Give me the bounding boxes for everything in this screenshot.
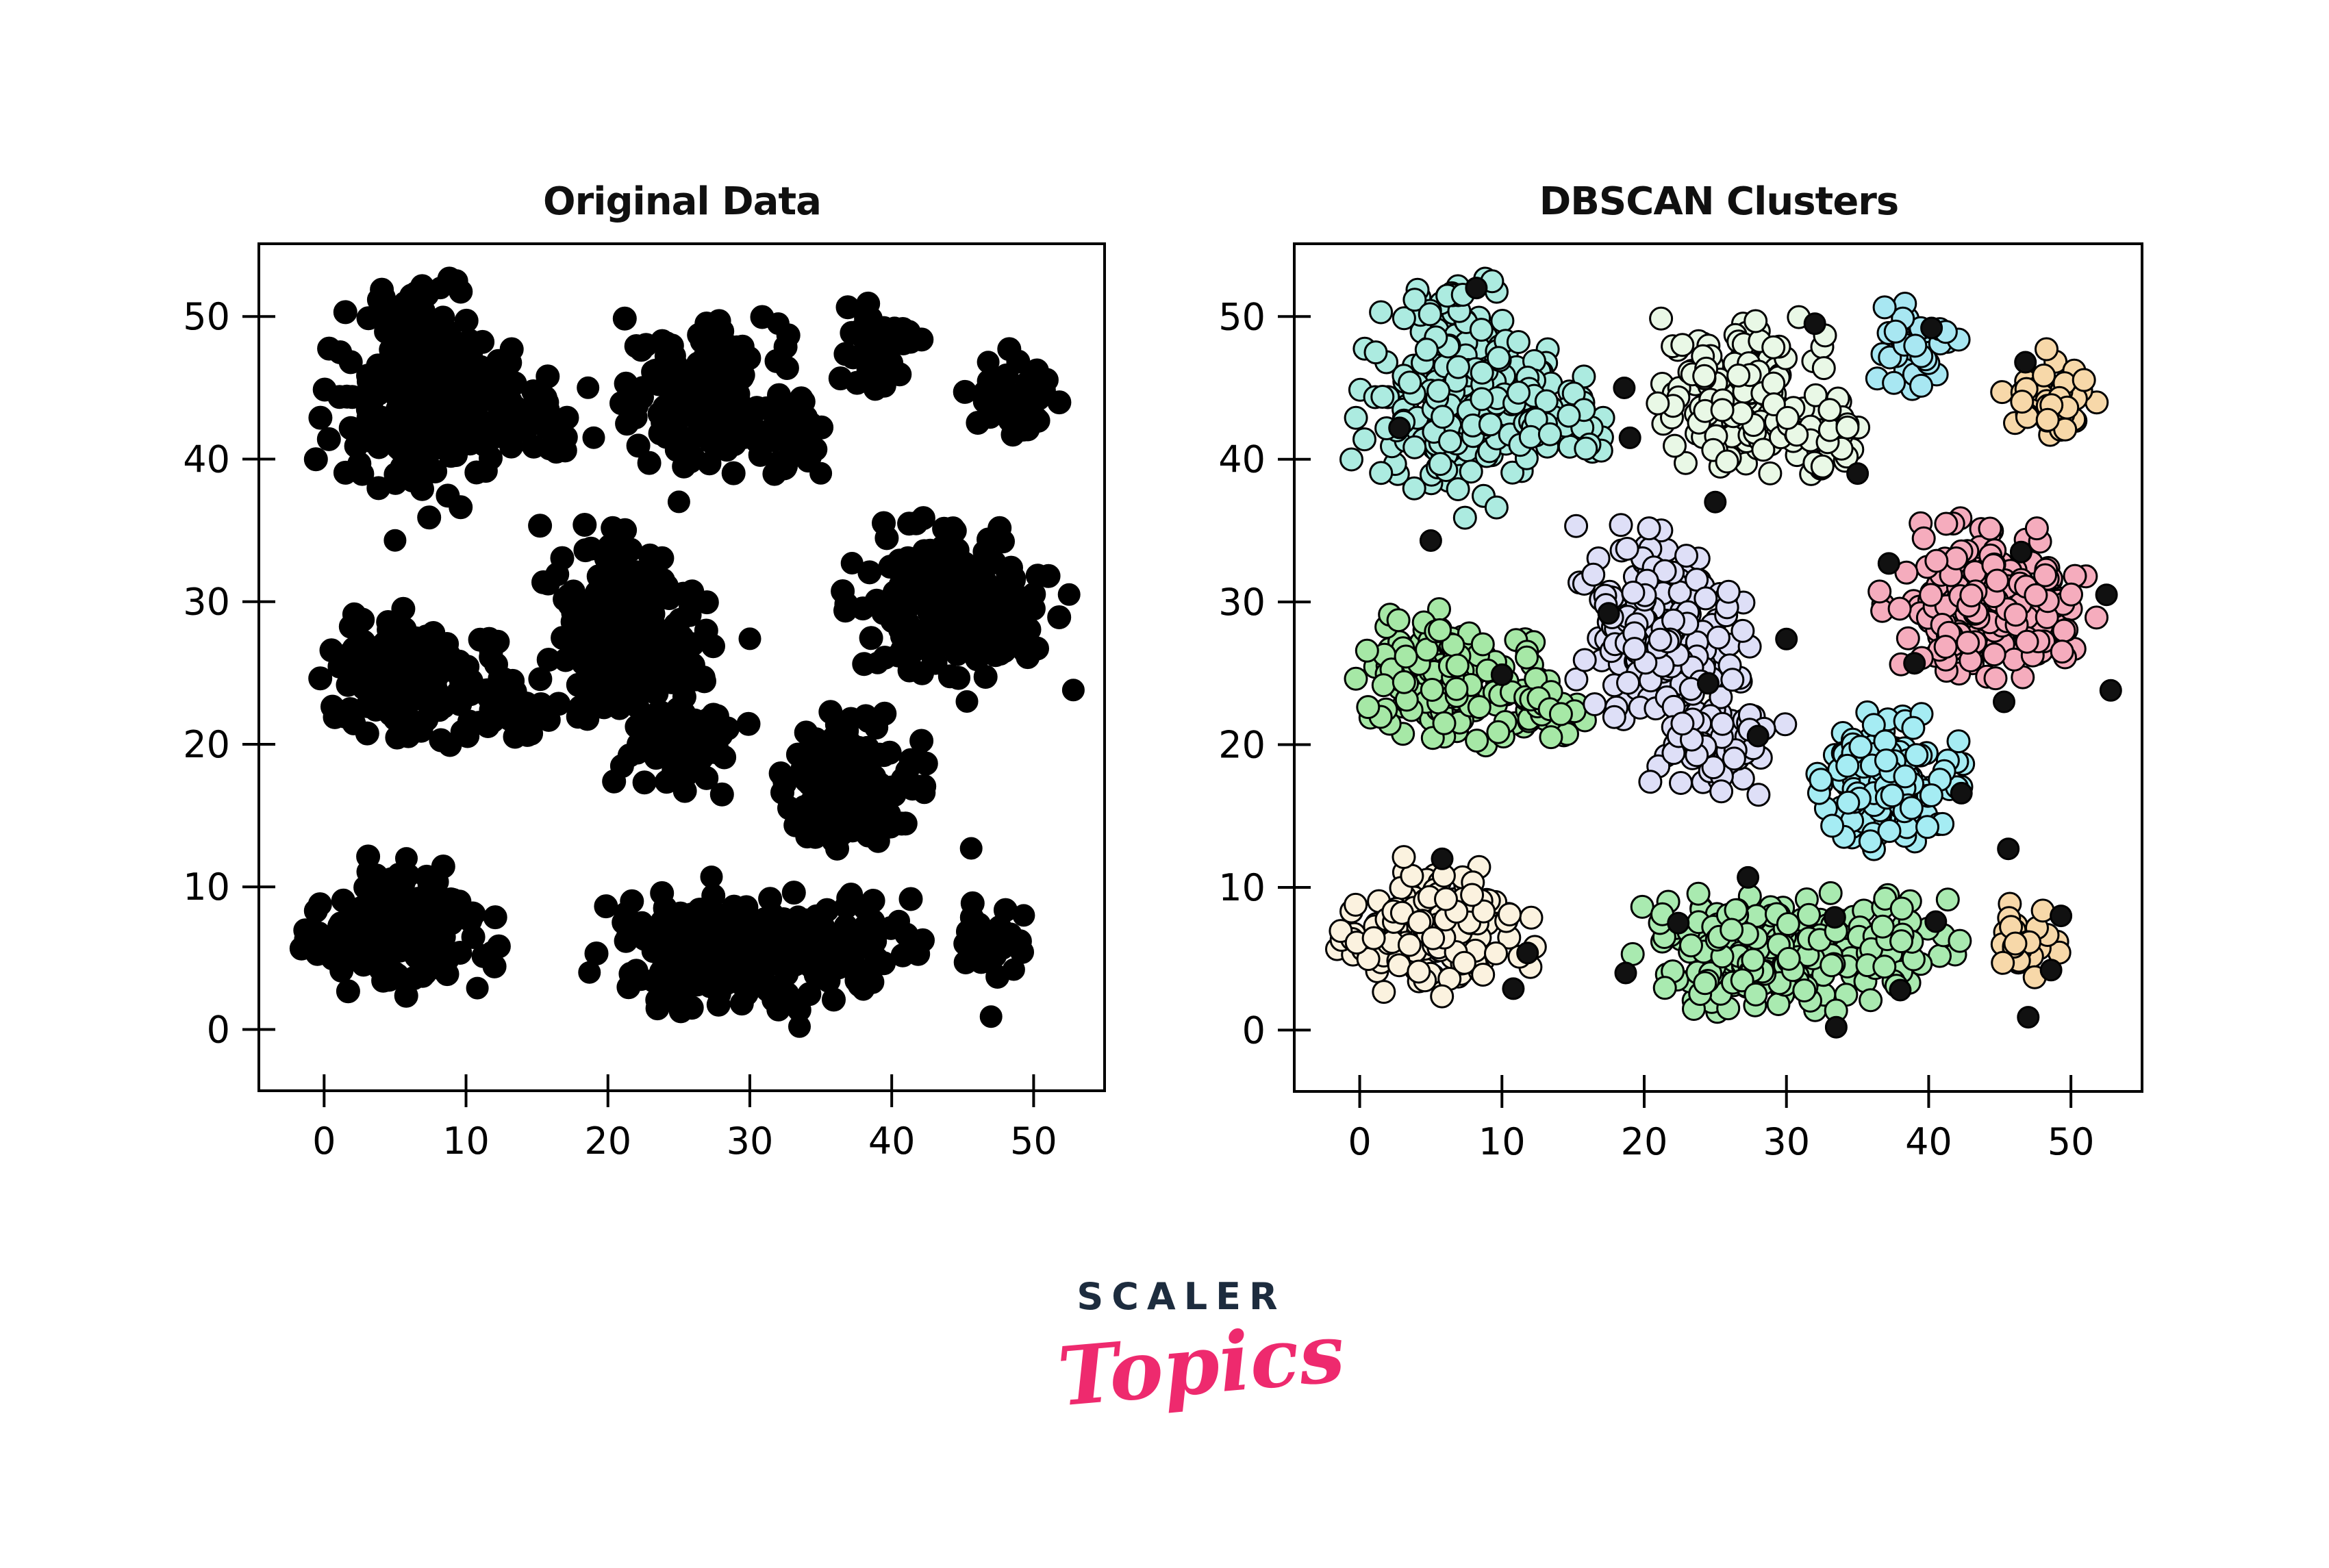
- y-tick-label: 0: [1242, 1009, 1266, 1052]
- noise-points: [352, 277, 1085, 1038]
- x-tick-label: 50: [1010, 1120, 1057, 1163]
- dbscan-cluster-points: [1325, 266, 2109, 1024]
- logo-scaler-text: SCALER: [1077, 1275, 1286, 1318]
- scaler-topics-logo: SCALER Topics: [1055, 1275, 1348, 1424]
- x-tick-label: 50: [2048, 1120, 2095, 1163]
- x-tick-label: 30: [727, 1120, 774, 1163]
- x-tick-label: 0: [1348, 1120, 1371, 1163]
- x-tick-label: 10: [442, 1120, 490, 1163]
- x-tick-label: 10: [1478, 1120, 1526, 1163]
- right-plot-title: DBSCAN Clusters: [1539, 179, 1899, 224]
- scatter-panel-dbscan: 0 10 20 30 40 50 0 10 20 30 40 50: [1218, 242, 2143, 1163]
- y-tick-label: 30: [183, 581, 230, 624]
- y-tick-label: 50: [183, 295, 230, 338]
- axes-frame: [257, 242, 1106, 1092]
- y-tick-label: 20: [183, 723, 230, 766]
- noise-points: [1388, 277, 2122, 1039]
- scatter-panel-original: 0 10 20 30 40 50 0 10 20 30 40 50: [183, 242, 1106, 1163]
- y-tick-label: 40: [183, 438, 230, 481]
- left-plot-title: Original Data: [543, 179, 822, 224]
- axis-ticks: [1278, 315, 2073, 1108]
- y-tick-label: 0: [207, 1008, 230, 1051]
- y-tick-label: 30: [1218, 581, 1266, 624]
- x-tick-label: 40: [868, 1120, 916, 1163]
- y-tick-label: 20: [1218, 724, 1266, 767]
- logo-topics-text: Topics: [1054, 1304, 1348, 1425]
- y-tick-label: 50: [1218, 295, 1266, 338]
- original-data-points: [289, 266, 1072, 1024]
- axes-frame: [1293, 242, 2143, 1093]
- y-tick-label: 40: [1218, 438, 1266, 481]
- axis-ticks: [242, 315, 1035, 1107]
- y-tick-label: 10: [183, 865, 230, 909]
- x-tick-label: 20: [1621, 1120, 1668, 1163]
- axis-tick-labels: 0 10 20 30 40 50 0 10 20 30 40 50: [183, 295, 1057, 1163]
- x-tick-label: 40: [1905, 1120, 1952, 1163]
- x-tick-label: 0: [312, 1120, 336, 1163]
- x-tick-label: 30: [1763, 1120, 1810, 1163]
- x-tick-label: 20: [584, 1120, 631, 1163]
- axis-tick-labels: 0 10 20 30 40 50 0 10 20 30 40 50: [1218, 295, 2094, 1163]
- y-tick-label: 10: [1218, 866, 1266, 909]
